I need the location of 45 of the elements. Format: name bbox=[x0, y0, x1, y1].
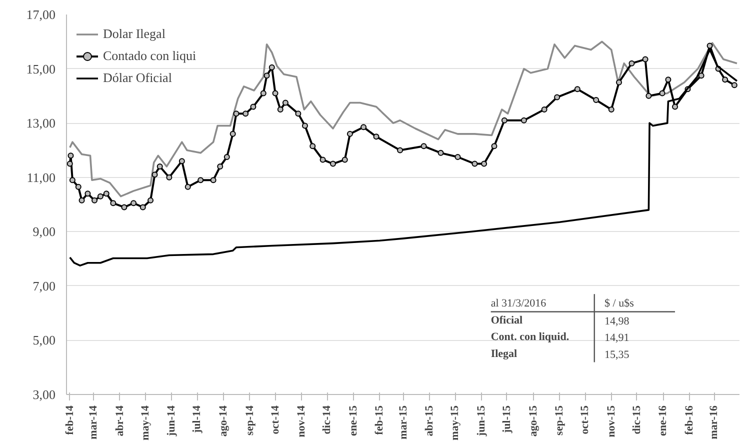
y-tick-label: 13,00 bbox=[26, 116, 56, 131]
x-tick-label: ene-16 bbox=[657, 405, 670, 436]
x-tick-label: jun-14 bbox=[166, 405, 178, 438]
annotation: $ / u$s bbox=[604, 298, 634, 310]
x-tick-label: mar-15 bbox=[397, 405, 410, 440]
annotation: Cont. con liquid. bbox=[490, 331, 570, 344]
x-tick-label: sep-14 bbox=[244, 405, 256, 436]
y-tick-label: 7,00 bbox=[32, 278, 56, 294]
x-tick-label: mar-16 bbox=[708, 405, 720, 440]
legend-label: Contado con liqui bbox=[103, 48, 196, 64]
annotation: al 31/3/2016 bbox=[490, 298, 547, 310]
y-tick-label: 9,00 bbox=[32, 224, 56, 240]
legend-label: Dolar Ilegal bbox=[103, 26, 166, 42]
y-tick-label: 3,00 bbox=[32, 387, 56, 402]
annotation: 14,98 bbox=[604, 315, 630, 328]
x-tick-label: ene-15 bbox=[347, 405, 360, 436]
x-tick-label: nov-14 bbox=[296, 405, 308, 438]
x-tick-label: feb-16 bbox=[683, 405, 696, 435]
y-tick-label: 15,00 bbox=[26, 61, 56, 76]
x-tick-label: ago-14 bbox=[218, 405, 230, 437]
x-tick-label: feb-15 bbox=[374, 405, 386, 435]
y-tick-label: 5,00 bbox=[32, 332, 56, 348]
x-tick-label: oct-14 bbox=[269, 405, 282, 434]
x-tick-label: jul-14 bbox=[191, 405, 204, 434]
x-tick-label: dic-15 bbox=[630, 405, 643, 434]
y-tick-label: 11,00 bbox=[26, 170, 56, 185]
annotation: 14,91 bbox=[604, 332, 630, 344]
x-tick-label: may-15 bbox=[449, 405, 462, 440]
x-tick-label: jul-15 bbox=[500, 405, 513, 434]
x-tick-label: sep-15 bbox=[554, 405, 566, 436]
annotation: Ilegal bbox=[490, 348, 518, 360]
annotation: Oficial bbox=[490, 314, 523, 326]
x-tick-label: oct-15 bbox=[579, 405, 592, 434]
x-tick-label: mar-14 bbox=[88, 405, 100, 440]
x-tick-label: ago-15 bbox=[527, 405, 540, 437]
x-tick-label: nov-15 bbox=[605, 405, 618, 438]
x-tick-label: abr-15 bbox=[424, 405, 436, 436]
legend-label: Dólar Oficial bbox=[103, 70, 172, 86]
x-tick-label: jun-15 bbox=[476, 405, 488, 438]
y-tick-label: 17,00 bbox=[26, 7, 56, 22]
annotation: 15,35 bbox=[604, 349, 630, 362]
x-tick-label: feb-14 bbox=[64, 405, 76, 435]
x-tick-label: dic-14 bbox=[321, 405, 334, 434]
x-tick-label: abr-14 bbox=[114, 405, 126, 436]
x-tick-label: may-14 bbox=[139, 405, 152, 440]
